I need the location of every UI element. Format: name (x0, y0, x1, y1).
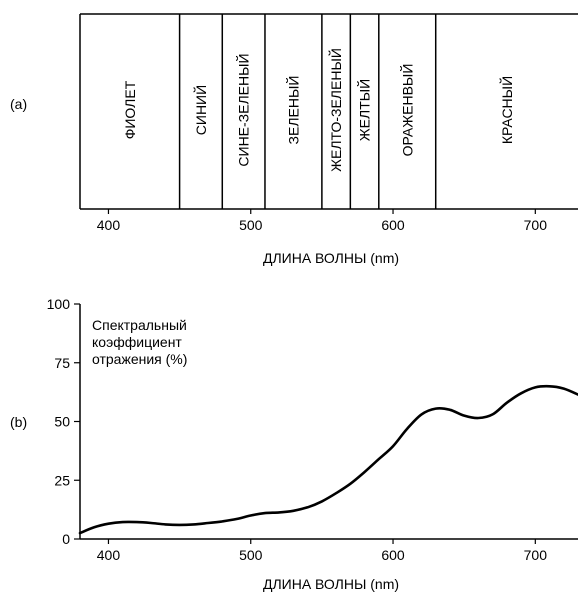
x-tick-label: 500 (239, 217, 263, 233)
x-tick-label: 500 (239, 547, 263, 563)
band-label: ЖЕЛТО-ЗЕЛЕНЫЙ (327, 48, 344, 172)
x-tick-label: 400 (97, 547, 121, 563)
band-label: КРАСНЫЙ (498, 76, 515, 144)
x-tick-label: 600 (381, 217, 405, 233)
x-tick-label: 700 (524, 547, 548, 563)
y-axis-ticks-b: 0 25 50 75 100 (47, 296, 80, 547)
band-label: СИНИЙ (192, 85, 209, 135)
annotation-line-1: Спектральный (92, 317, 187, 333)
x-axis-ticks-b: 400 500 600 700 (97, 539, 547, 563)
panel-b-label: (b) (10, 414, 27, 430)
panel-a: (a) ФИОЛЕТ СИНИЙ СИНЕ-ЗЕЛЕНЫЙ ЗЕЛЕНЫЙ ЖЕЛТО-… (10, 13, 578, 266)
y-tick-label: 50 (54, 414, 70, 430)
panel-b: (b) 0 25 50 75 100 400 500 600 700 Спектральный… (10, 296, 578, 592)
y-tick-label: 75 (54, 355, 70, 371)
y-tick-label: 0 (62, 531, 70, 547)
y-tick-label: 25 (54, 472, 70, 488)
band-label: ЖЕЛТЫЙ (356, 79, 373, 141)
panel-a-label: (a) (10, 96, 27, 112)
x-tick-label: 600 (381, 547, 405, 563)
band-label: ФИОЛЕТ (122, 80, 138, 139)
band-label: ОРАЖЕНВЫЙ (398, 64, 415, 157)
band-group: ФИОЛЕТ СИНИЙ СИНЕ-ЗЕЛЕНЫЙ ЗЕЛЕНЫЙ ЖЕЛТО-ЗЕЛЕ… (122, 14, 515, 209)
x-axis-ticks-a: 400 500 600 700 (97, 209, 547, 233)
y-tick-label: 100 (47, 296, 71, 312)
x-tick-label: 400 (97, 217, 121, 233)
x-tick-label: 700 (524, 217, 548, 233)
band-label: ЗЕЛЕНЫЙ (284, 76, 301, 145)
x-axis-title-a: ДЛИНА ВОЛНЫ (nm) (263, 250, 399, 266)
annotation-line-2: коэффициент (92, 334, 182, 350)
series-line (78, 384, 578, 535)
band-label: СИНЕ-ЗЕЛЕНЫЙ (235, 53, 252, 166)
annotation-line-3: отражения (%) (92, 351, 187, 367)
x-axis-title-b: ДЛИНА ВОЛНЫ (nm) (263, 576, 399, 592)
